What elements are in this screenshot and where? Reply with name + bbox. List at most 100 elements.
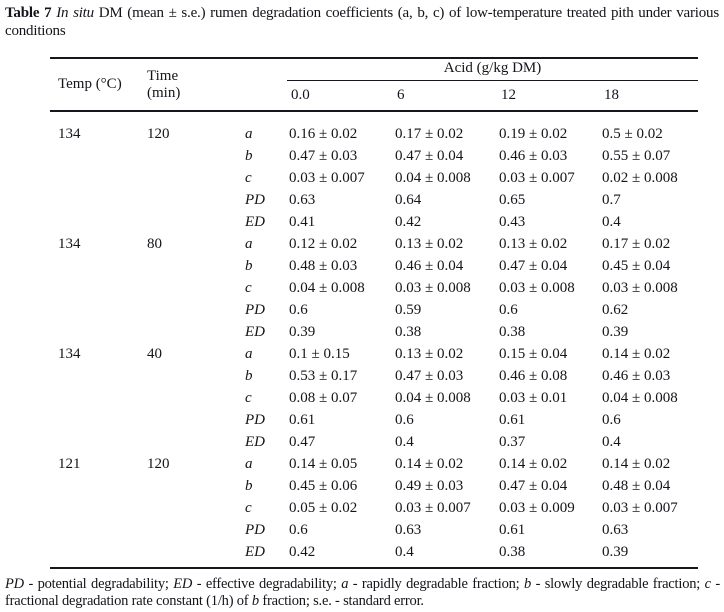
value-cell: 0.47 ± 0.04 — [499, 478, 568, 494]
param-label-cell: a — [245, 236, 253, 252]
footnote-term: PD — [5, 576, 24, 592]
value-cell: 0.03 ± 0.008 — [602, 280, 678, 296]
table-row: b 0.48 ± 0.03 0.46 ± 0.04 0.47 ± 0.04 0.45 ±… — [50, 255, 698, 277]
value-cell: 0.62 — [602, 302, 629, 318]
value-cell: 0.47 ± 0.04 — [395, 148, 464, 164]
param-label-cell: c — [245, 280, 252, 296]
param-label-cell: ED — [245, 324, 265, 340]
value-cell: 0.17 ± 0.02 — [602, 236, 671, 252]
footnote-text: - rapidly degradable fraction; — [348, 576, 525, 592]
footnote-term: b — [524, 576, 532, 592]
col-header-time-line1: Time — [147, 67, 179, 84]
acid-level-header: 6 — [393, 80, 497, 112]
value-cell: 0.63 — [289, 192, 316, 208]
value-cell: 0.13 ± 0.02 — [395, 236, 464, 252]
temp-cell: 134 — [58, 236, 81, 252]
table-row: b 0.45 ± 0.06 0.49 ± 0.03 0.47 ± 0.04 0.48 ±… — [50, 475, 698, 497]
value-cell: 0.4 — [602, 214, 621, 230]
param-label-cell: c — [245, 500, 252, 516]
value-cell: 0.03 ± 0.007 — [602, 500, 678, 516]
value-cell: 0.14 ± 0.02 — [602, 346, 671, 362]
value-cell: 0.49 ± 0.03 — [395, 478, 464, 494]
value-cell: 0.6 — [289, 522, 308, 538]
table-row: PD 0.61 0.6 0.61 0.6 — [50, 409, 698, 431]
footnote-text: fraction; s.e. - standard error. — [258, 592, 424, 609]
value-cell: 0.46 ± 0.08 — [499, 368, 568, 384]
degradation-coefficients-table: Temp (°C) Time (min) Acid (g/kg DM) 0.0 6 1… — [50, 57, 698, 569]
table-row: ED 0.47 0.4 0.37 0.4 — [50, 431, 698, 453]
param-label-cell: b — [245, 258, 253, 274]
param-label-cell: b — [245, 478, 253, 494]
value-cell: 0.04 ± 0.008 — [289, 280, 365, 296]
param-label-cell: ED — [245, 214, 265, 230]
table-row: PD 0.6 0.63 0.61 0.63 — [50, 519, 698, 541]
value-cell: 0.14 ± 0.05 — [289, 456, 358, 472]
value-cell: 0.08 ± 0.07 — [289, 390, 358, 406]
param-label-cell: c — [245, 170, 252, 186]
value-cell: 0.46 ± 0.03 — [499, 148, 568, 164]
param-label-cell: b — [245, 368, 253, 384]
value-cell: 0.16 ± 0.02 — [289, 126, 358, 142]
table-caption: Table 7 In situ DM (mean ± s.e.) rumen d… — [5, 5, 719, 40]
value-cell: 0.04 ± 0.008 — [395, 390, 471, 406]
value-cell: 0.47 — [289, 434, 316, 450]
temp-cell: 134 — [58, 126, 81, 142]
footnote-term: ED — [173, 576, 193, 592]
value-cell: 0.47 ± 0.04 — [499, 258, 568, 274]
footnote-term: b — [251, 592, 259, 609]
temp-cell: 134 — [58, 346, 81, 362]
value-cell: 0.61 — [289, 412, 316, 428]
value-cell: 0.14 ± 0.02 — [395, 456, 464, 472]
param-label-cell: a — [245, 346, 253, 362]
value-cell: 0.37 — [499, 434, 526, 450]
table-row: b 0.53 ± 0.17 0.47 ± 0.03 0.46 ± 0.08 0.46 ±… — [50, 365, 698, 387]
footnote-text: - effective degradability; — [192, 576, 342, 592]
value-cell: 0.64 — [395, 192, 422, 208]
col-header-temp: Temp (°C) — [50, 58, 147, 112]
value-cell: 0.59 — [395, 302, 422, 318]
value-cell: 0.42 — [395, 214, 422, 230]
value-cell: 0.4 — [395, 544, 414, 560]
value-cell: 0.53 ± 0.17 — [289, 368, 358, 384]
param-label-cell: b — [245, 148, 253, 164]
value-cell: 0.03 ± 0.009 — [499, 500, 575, 516]
acid-level-header: 0.0 — [287, 80, 393, 112]
value-cell: 0.38 — [499, 544, 526, 560]
value-cell: 0.39 — [602, 544, 629, 560]
table-row: c 0.05 ± 0.02 0.03 ± 0.007 0.03 ± 0.009 0.03… — [50, 497, 698, 519]
value-cell: 0.63 — [602, 522, 629, 538]
table-footnote: PD - potential degradability; ED - effec… — [5, 576, 720, 609]
value-cell: 0.4 — [602, 434, 621, 450]
value-cell: 0.43 — [499, 214, 526, 230]
spacer-cell — [50, 111, 698, 123]
param-label-cell: PD — [245, 412, 265, 428]
caption-text: DM (mean ± s.e.) rumen degradation coeff… — [5, 5, 719, 39]
value-cell: 0.6 — [602, 412, 621, 428]
table-body: 134 120 a 0.16 ± 0.02 0.17 ± 0.02 0.19 ± 0.02… — [50, 111, 698, 568]
value-cell: 0.39 — [602, 324, 629, 340]
value-cell: 0.7 — [602, 192, 621, 208]
value-cell: 0.12 ± 0.02 — [289, 236, 358, 252]
value-cell: 0.03 ± 0.008 — [499, 280, 575, 296]
value-cell: 0.6 — [499, 302, 518, 318]
temp-cell: 121 — [58, 456, 81, 472]
param-label-cell: ED — [245, 544, 265, 560]
value-cell: 0.1 ± 0.15 — [289, 346, 350, 362]
time-cell: 120 — [147, 456, 170, 472]
value-cell: 0.14 ± 0.02 — [499, 456, 568, 472]
table-row: PD 0.63 0.64 0.65 0.7 — [50, 189, 698, 211]
value-cell: 0.65 — [499, 192, 526, 208]
value-cell: 0.04 ± 0.008 — [395, 170, 471, 186]
value-cell: 0.17 ± 0.02 — [395, 126, 464, 142]
value-cell: 0.4 — [395, 434, 414, 450]
footnote-term: c — [704, 576, 711, 592]
value-cell: 0.55 ± 0.07 — [602, 148, 671, 164]
value-cell: 0.61 — [499, 412, 526, 428]
acid-level-header: 18 — [600, 80, 698, 112]
table-container: Temp (°C) Time (min) Acid (g/kg DM) 0.0 6 1… — [50, 57, 698, 569]
col-header-parameter-blank — [245, 58, 287, 112]
param-label-cell: PD — [245, 192, 265, 208]
caption-insitu-italic: In situ — [56, 5, 94, 21]
time-cell: 120 — [147, 126, 170, 142]
